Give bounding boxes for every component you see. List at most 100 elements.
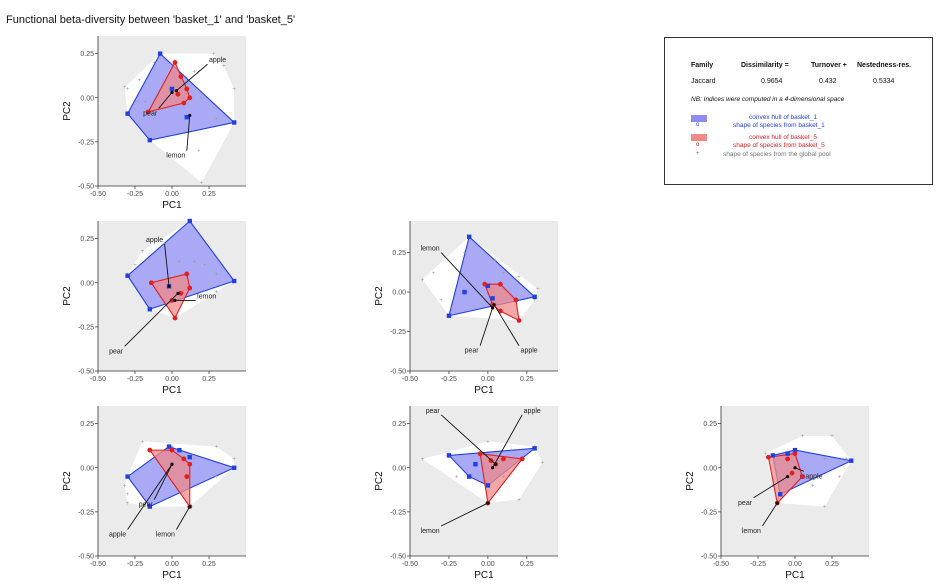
basket1-point	[147, 307, 152, 312]
annotated-species-point	[492, 303, 496, 307]
pool-point: +	[141, 249, 145, 255]
basket5-point	[181, 456, 187, 462]
basket1-point	[849, 458, 854, 463]
x-tick-label: -0.50	[90, 561, 106, 568]
annotation-line-pear	[158, 92, 173, 109]
y-tick-label: 0.25	[80, 421, 94, 428]
annotation-lemon: lemon	[166, 153, 185, 160]
annotation-line-pear	[753, 476, 788, 499]
legend-table: Family Dissimilarity = Turnover + Nested…	[664, 37, 933, 185]
legend-swatch-basket1-hull	[691, 115, 707, 122]
pool-point: +	[232, 87, 236, 93]
x-tick-label: 0.25	[202, 191, 216, 198]
legend-marker-basket1: o	[696, 122, 700, 128]
annotated-species-point	[490, 306, 495, 310]
panel-6: + + + + + + + + + apple pear lemon -0.50 -0.25 0.00 0.2…	[685, 406, 869, 581]
x-tick-label: 0.25	[202, 561, 216, 568]
basket1-point	[532, 446, 537, 451]
y-tick-label: -0.25	[78, 324, 94, 331]
basket5-point	[187, 95, 193, 101]
y-tick-label: 0.00	[80, 465, 94, 472]
pool-point: +	[126, 492, 130, 498]
y-tick-label: 0.25	[392, 421, 406, 428]
annotation-lemon: lemon	[742, 528, 761, 535]
annotation-line-pear	[479, 307, 493, 346]
basket1-point	[147, 504, 152, 509]
y-tick-label: -0.25	[390, 329, 406, 336]
y-tick-label: 0.25	[703, 421, 717, 428]
pool-point: +	[455, 475, 459, 481]
x-tick-label: -0.25	[441, 561, 457, 568]
basket5-point	[187, 285, 193, 291]
basket1-point	[184, 114, 189, 120]
y-axis-title: PC2	[374, 471, 385, 491]
annotation-pear: pear	[426, 408, 441, 415]
x-axis-title: PC1	[162, 200, 182, 211]
pool-point: +	[178, 260, 182, 266]
basket5-point	[497, 281, 503, 287]
pool-point: +	[830, 434, 834, 440]
pool-point: +	[432, 271, 436, 277]
pool-point: +	[167, 87, 171, 93]
basket1-point	[177, 447, 182, 453]
x-tick-label: 0.25	[202, 376, 216, 383]
basket5-point	[148, 280, 154, 286]
basket1-point	[231, 465, 237, 470]
annotation-pear: pear	[738, 500, 753, 507]
basket5-point	[184, 86, 190, 92]
basket1-point	[467, 234, 472, 239]
annotation-apple: apple	[521, 348, 538, 355]
panel-4: + + + + + + + + + pear apple lemon -0.50 -0.25 0.00 0.2…	[62, 406, 246, 581]
y-tick-label: 0.00	[80, 280, 94, 287]
annotation-apple: apple	[146, 237, 163, 244]
figure-title: Functional beta-diversity between 'baske…	[6, 14, 296, 26]
basket5-point	[147, 447, 153, 453]
x-tick-label: -0.50	[402, 376, 418, 383]
y-axis-title: PC2	[685, 471, 696, 491]
x-tick-label: 0.00	[481, 376, 495, 383]
annotation-lemon: lemon	[421, 528, 440, 535]
annotation-line-lemon	[176, 506, 191, 530]
pool-point: +	[141, 439, 145, 445]
legend-header-dissimilarity: Dissimilarity =	[741, 62, 789, 69]
pool-point: +	[764, 452, 768, 458]
pool-point: +	[536, 287, 540, 293]
y-tick-label: -0.50	[78, 554, 94, 561]
basket1-point	[169, 86, 175, 92]
basket1-point	[231, 278, 237, 284]
basket5-point	[513, 297, 519, 303]
annotated-species-point	[188, 113, 192, 118]
pool-point: +	[133, 263, 137, 269]
annotation-pear: pear	[139, 502, 154, 509]
y-tick-label: 0.25	[80, 51, 94, 58]
basket1-point	[125, 474, 130, 479]
x-tick-label: 0.00	[165, 561, 179, 568]
pool-point: +	[811, 483, 815, 489]
pool-point: +	[185, 82, 189, 88]
pool-point: +	[215, 272, 219, 278]
annotated-species-point	[174, 89, 179, 93]
annotated-species-point	[173, 298, 177, 303]
y-tick-label: -0.25	[78, 139, 94, 146]
basket1-point	[485, 483, 491, 488]
y-tick-label: -0.50	[390, 554, 406, 561]
pool-point: +	[192, 260, 196, 266]
y-tick-label: 0.00	[703, 465, 717, 472]
annotation-lemon: lemon	[421, 246, 440, 253]
pool-point: +	[215, 475, 219, 481]
basket1-point	[125, 111, 130, 116]
legend-value-nestedness: 0.5334	[873, 78, 895, 85]
basket1-point	[532, 294, 537, 299]
basket1-point	[147, 137, 152, 143]
basket5-point	[800, 474, 805, 479]
legend-item-basket1-hull: convex hull of basket_1	[749, 114, 817, 121]
annotated-species-point	[486, 501, 490, 505]
x-tick-label: 0.25	[520, 561, 534, 568]
basket1-point	[446, 453, 452, 458]
legend-marker-basket5: o	[696, 142, 700, 148]
legend-swatch-basket5-hull	[691, 134, 707, 141]
basket5-point	[175, 91, 181, 97]
annotation-line-apple	[492, 414, 523, 468]
annotation-line-lemon	[186, 115, 191, 151]
legend-item-basket5-points: shape of species from basket_5	[733, 142, 825, 149]
